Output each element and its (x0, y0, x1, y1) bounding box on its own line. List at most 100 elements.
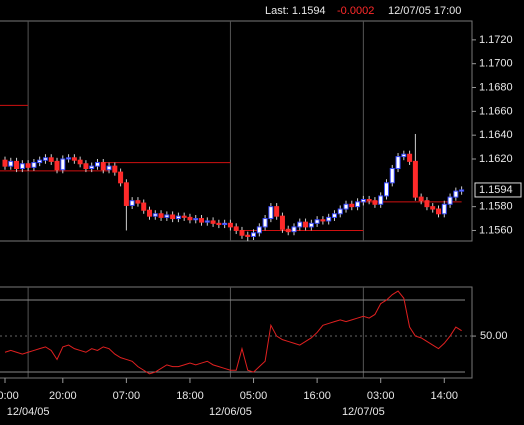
candle-body (77, 159, 83, 165)
y-tick-label: 1.1560 (479, 224, 513, 236)
candle-body (83, 163, 89, 170)
candle-body (54, 160, 60, 171)
x-date-label: 12/07/05 (342, 406, 385, 418)
candle-body (60, 158, 66, 171)
candle-body (459, 189, 465, 192)
y-tick-label: 1.1660 (479, 105, 513, 117)
y-tick-label: 50.00 (480, 330, 508, 342)
y-tick-label: 1.1620 (479, 153, 513, 165)
candle-body (14, 160, 20, 170)
candle-body (112, 165, 118, 173)
y-tick-label: 1.1720 (479, 34, 513, 46)
indicator-line (4, 290, 462, 375)
x-tick-label: 14:00 (431, 390, 459, 402)
candle-body (175, 215, 181, 220)
last-price-box (474, 182, 522, 198)
candle-body (42, 157, 48, 161)
candle-body (412, 160, 418, 198)
candle-body (383, 182, 389, 197)
x-tick-label: 18:00 (176, 390, 204, 402)
y-tick-label: 1.1640 (479, 129, 513, 141)
candle-body (326, 216, 332, 222)
candle-body (366, 198, 372, 202)
candle-body (355, 201, 361, 208)
candle-body (216, 222, 222, 226)
candle-body (187, 216, 193, 221)
candle-body (441, 203, 447, 215)
candle-body (349, 203, 355, 208)
indicator-panel (0, 286, 473, 379)
x-tick-label: 00:00 (0, 390, 19, 402)
candle-body (378, 195, 384, 205)
candle-body (343, 203, 349, 210)
candle-body (233, 226, 239, 231)
candle-body (158, 213, 164, 218)
x-tick-label: 05:00 (240, 390, 268, 402)
candle-body (19, 163, 25, 170)
candle-body (199, 218, 205, 223)
price-change: -0.0002 (337, 5, 374, 17)
candle-body (256, 226, 262, 234)
candle-body (389, 168, 395, 184)
candle-body (285, 228, 291, 233)
candle-body (152, 213, 158, 217)
candle-body (360, 198, 366, 203)
candle-body (222, 222, 228, 226)
x-tick-label: 20:00 (49, 390, 77, 402)
candle-body (25, 163, 31, 168)
candle-body (268, 206, 274, 220)
candle-body (320, 219, 326, 222)
last-price: Last: 1.1594 (265, 5, 326, 17)
candle-body (141, 202, 147, 211)
x-date-label: 12/06/05 (209, 406, 252, 418)
y-tick-label: 1.1680 (479, 81, 513, 93)
candle-body (245, 234, 251, 237)
x-tick-label: 16:00 (303, 390, 331, 402)
candle-body (453, 190, 459, 198)
timestamp: 12/07/05 17:00 (388, 5, 461, 17)
candle-body (430, 206, 436, 210)
y-tick-label: 1.1700 (479, 58, 513, 70)
x-date-label: 12/04/05 (7, 406, 50, 418)
candle-body (291, 226, 297, 233)
candle-body (251, 232, 257, 237)
candle-body (395, 156, 401, 170)
candle-body (407, 153, 413, 162)
candle-body (308, 222, 314, 228)
candle-body (8, 160, 14, 167)
candle-body (314, 219, 320, 224)
candle-body (227, 222, 233, 228)
candle-body (31, 162, 37, 168)
candle-body (436, 208, 441, 215)
candle-body (193, 218, 199, 221)
x-tick-label: 07:00 (113, 390, 141, 402)
candle-body (303, 221, 309, 228)
candle-body (297, 221, 303, 228)
candle-body (279, 215, 285, 230)
y-tick-label: 1.1580 (479, 201, 513, 213)
x-tick-label: 03:00 (367, 390, 395, 402)
candle-body (239, 229, 245, 236)
candle-body (262, 218, 268, 228)
price-panel (0, 20, 473, 242)
candle-body (118, 171, 124, 184)
candle-body (66, 157, 72, 160)
candle-body (2, 159, 8, 167)
candle-body (372, 200, 378, 205)
candle-body (94, 162, 100, 167)
candle-body (147, 209, 152, 217)
candle-body (106, 165, 112, 171)
candle-body (37, 159, 43, 164)
candle-body (123, 182, 129, 206)
candle-body (447, 196, 453, 205)
candle-body (100, 162, 106, 171)
candle-body (164, 214, 170, 218)
candle-body (424, 200, 430, 208)
candle-body (418, 196, 424, 202)
candle-body (170, 214, 176, 220)
candle-body (210, 220, 216, 224)
candle-body (331, 213, 337, 218)
candle-body (274, 206, 280, 217)
